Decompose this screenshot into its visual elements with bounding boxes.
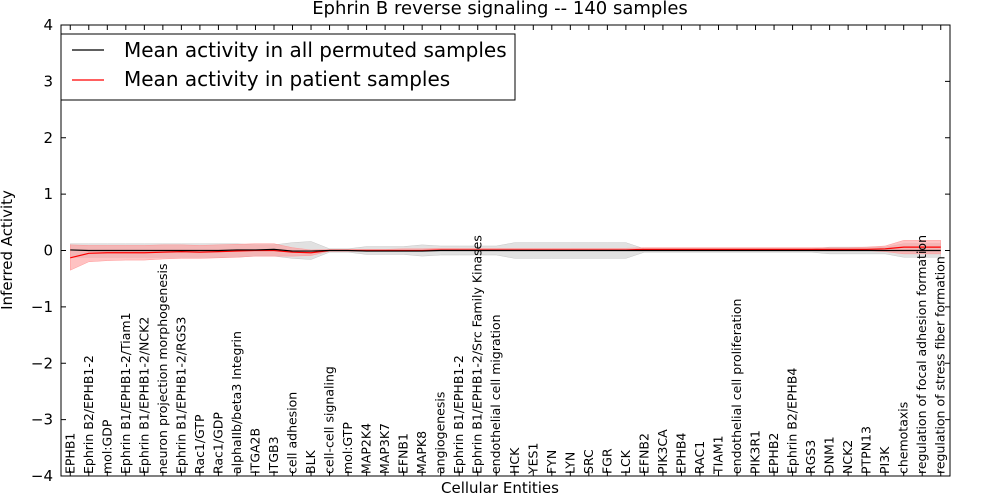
legend-frame: [60, 33, 516, 101]
x-tick-label: SRC: [581, 449, 596, 474]
x-tick-label: Ephrin B2/EPHB4: [785, 368, 800, 474]
x-tick-label: MAPK8: [414, 431, 429, 474]
x-tick-label: regulation of stress fiber formation: [933, 256, 948, 474]
x-tick-label: FGR: [599, 448, 614, 474]
x-tick-label: FYN: [544, 450, 559, 474]
y-axis-label: Inferred Activity: [0, 190, 16, 310]
x-tick-label: cell-cell signaling: [322, 366, 337, 474]
x-tick-label: PTPN13: [859, 426, 874, 474]
x-axis-label: Cellular Entities: [441, 479, 559, 497]
x-tick-label: angiogenesis: [433, 392, 448, 474]
x-tick-label: EFNB1: [396, 433, 411, 474]
x-tick-label: EPHB1: [62, 433, 77, 474]
x-tick-label: BLK: [303, 449, 318, 474]
x-tick-label: EFNB2: [636, 433, 651, 474]
legend-label-patient: Mean activity in patient samples: [124, 67, 450, 91]
x-tick-label: Ephrin B2/EPHB1-2: [81, 355, 96, 474]
x-tick-label: Rac1/GTP: [192, 414, 207, 474]
x-tick-label: TIAM1: [710, 435, 725, 475]
x-tick-label: DNM1: [822, 436, 837, 474]
y-tick-label: −3: [31, 411, 53, 429]
x-tick-label: regulation of focal adhesion formation: [914, 235, 929, 474]
x-tick-label: EPHB2: [766, 433, 781, 474]
y-tick-label: 4: [43, 16, 53, 34]
x-tick-label: MAP2K4: [359, 423, 374, 474]
x-tick-label: mol:GDP: [99, 419, 114, 474]
x-tick-label: NCK2: [840, 440, 855, 474]
y-tick-label: 2: [43, 129, 53, 147]
x-tick-label: ITGB3: [266, 436, 281, 474]
x-tick-label: Ephrin B1/EPHB1-2/Src Family Kinases: [470, 235, 485, 474]
y-tick-label: −2: [31, 354, 53, 372]
x-tick-label: neuron projection morphogenesis: [155, 263, 170, 474]
x-tick-label: RAC1: [692, 441, 707, 474]
x-tick-label: endothelial cell migration: [488, 314, 503, 474]
legend: Mean activity in all permuted samples Me…: [60, 33, 516, 101]
x-tick-label: ITGA2B: [247, 428, 262, 474]
x-tick-label: LCK: [618, 449, 633, 474]
x-tick-label: PI3K: [877, 446, 892, 474]
line-series-0: [70, 248, 941, 252]
x-tick-label: PIK3CA: [655, 429, 670, 474]
x-tick-label: endothelial cell proliferation: [729, 299, 744, 474]
x-tick-label: Ephrin B1/EPHB1-2/NCK2: [136, 317, 151, 474]
chart-title: Ephrin B reverse signaling -- 140 sample…: [312, 0, 688, 19]
y-tick-label: −4: [31, 467, 53, 485]
x-tick-label: MAP3K7: [377, 423, 392, 474]
x-tick-label: cell adhesion: [285, 392, 300, 474]
x-tick-label: chemotaxis: [896, 402, 911, 474]
x-tick-label: PIK3R1: [748, 430, 763, 474]
x-tick-label: Ephrin B1/EPHB1-2/RGS3: [173, 317, 188, 474]
x-tick-label: YES1: [525, 443, 540, 475]
x-tick-label: alphaIIb/beta3 Integrin: [229, 331, 244, 474]
y-tick-label: 0: [43, 242, 53, 260]
x-tick-label: Ephrin B1/EPHB1-2/Tiam1: [118, 312, 133, 474]
x-tick-label: Rac1/GDP: [210, 412, 225, 474]
y-tick-label: 1: [43, 185, 53, 203]
y-tick-label: −1: [31, 298, 53, 316]
legend-label-permuted: Mean activity in all permuted samples: [124, 38, 507, 62]
x-tick-label: LYN: [562, 452, 577, 474]
y-tick-label: 3: [43, 72, 53, 90]
x-tick-label: mol:GTP: [340, 422, 355, 474]
x-tick-label: HCK: [507, 447, 522, 474]
x-tick-label: RGS3: [803, 440, 818, 474]
x-tick-label: Ephrin B1/EPHB1-2: [451, 355, 466, 474]
x-tick-label: EPHB4: [673, 433, 688, 474]
